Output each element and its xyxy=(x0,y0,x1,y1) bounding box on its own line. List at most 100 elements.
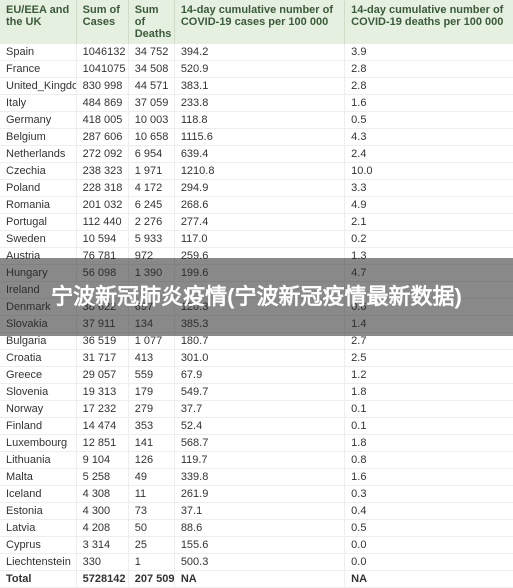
cell-cases14: 268.6 xyxy=(174,197,344,214)
table-row: France104107534 508520.92.8 xyxy=(0,61,513,78)
table-row: Slovenia19 313179549.71.8 xyxy=(0,384,513,401)
cell-deaths: 2 276 xyxy=(128,214,174,231)
cell-deaths: 11 xyxy=(128,486,174,503)
cell-cases14: 568.7 xyxy=(174,435,344,452)
cell-deaths14: 0.5 xyxy=(345,112,513,129)
cell-deaths14: 0.5 xyxy=(345,520,513,537)
cell-deaths14: 2.4 xyxy=(345,146,513,163)
table-row: Iceland4 30811261.90.3 xyxy=(0,486,513,503)
table-row: Italy484 86937 059233.81.6 xyxy=(0,95,513,112)
cell-country: Lithuania xyxy=(0,452,76,469)
table-row: Czechia238 3231 9711210.810.0 xyxy=(0,163,513,180)
cell-cases14: 294.9 xyxy=(174,180,344,197)
cell-deaths14: 0.1 xyxy=(345,418,513,435)
cell-cases14: 261.9 xyxy=(174,486,344,503)
cell-deaths: 1 xyxy=(128,554,174,571)
cell-deaths: 25 xyxy=(128,537,174,554)
table-row: Lithuania9 104126119.70.8 xyxy=(0,452,513,469)
table-row: Liechtenstein3301500.30.0 xyxy=(0,554,513,571)
cell-deaths14: 1.8 xyxy=(345,384,513,401)
table-row: Netherlands272 0926 954639.42.4 xyxy=(0,146,513,163)
cell-cases: 19 313 xyxy=(76,384,128,401)
cell-deaths14: 0.2 xyxy=(345,231,513,248)
cell-cases14: 1115.6 xyxy=(174,129,344,146)
cell-country: Norway xyxy=(0,401,76,418)
col-deaths: Sum of Deaths xyxy=(128,0,174,44)
cell-cases: 418 005 xyxy=(76,112,128,129)
cell-deaths: 37 059 xyxy=(128,95,174,112)
cell-cases: 4 208 xyxy=(76,520,128,537)
cell-cases: 4 308 xyxy=(76,486,128,503)
cell-deaths: 34 752 xyxy=(128,44,174,61)
table-row: Sweden10 5945 933117.00.2 xyxy=(0,231,513,248)
cell-deaths14: 2.5 xyxy=(345,350,513,367)
cell-deaths14: 0.3 xyxy=(345,486,513,503)
cell-deaths: 6 954 xyxy=(128,146,174,163)
table-row: Greece29 05755967.91.2 xyxy=(0,367,513,384)
cell-cases: 238 323 xyxy=(76,163,128,180)
cell-cases: 330 xyxy=(76,554,128,571)
cell-deaths14: 4.9 xyxy=(345,197,513,214)
cell-cases14: 1210.8 xyxy=(174,163,344,180)
table-row: Finland14 47435352.40.1 xyxy=(0,418,513,435)
cell-cases14: 520.9 xyxy=(174,61,344,78)
table-row: Germany418 00510 003118.80.5 xyxy=(0,112,513,129)
cell-country: Luxembourg xyxy=(0,435,76,452)
cell-cases14: 119.7 xyxy=(174,452,344,469)
cell-deaths: 4 172 xyxy=(128,180,174,197)
cell-deaths: 49 xyxy=(128,469,174,486)
cell-cases: 10 594 xyxy=(76,231,128,248)
cell-country: Netherlands xyxy=(0,146,76,163)
cell-cases: 14 474 xyxy=(76,418,128,435)
cell-country: Slovenia xyxy=(0,384,76,401)
cell-deaths14: 0.8 xyxy=(345,452,513,469)
table-row: Poland228 3184 172294.93.3 xyxy=(0,180,513,197)
cell-deaths: 559 xyxy=(128,367,174,384)
cell-cases14: 67.9 xyxy=(174,367,344,384)
cell-country: Malta xyxy=(0,469,76,486)
table-row: Malta5 25849339.81.6 xyxy=(0,469,513,486)
cell-cases14: 500.3 xyxy=(174,554,344,571)
cell-country: Romania xyxy=(0,197,76,214)
table-row: Croatia31 717413301.02.5 xyxy=(0,350,513,367)
cell-country: Latvia xyxy=(0,520,76,537)
cell-cases14: 88.6 xyxy=(174,520,344,537)
cell-cases14: 117.0 xyxy=(174,231,344,248)
cell-country: United_Kingdom xyxy=(0,78,76,95)
cell-total-label: Total xyxy=(0,571,76,588)
cell-country: Poland xyxy=(0,180,76,197)
table-row: Portugal112 4402 276277.42.1 xyxy=(0,214,513,231)
cell-deaths: 413 xyxy=(128,350,174,367)
cell-deaths14: 0.0 xyxy=(345,537,513,554)
cell-deaths14: 1.2 xyxy=(345,367,513,384)
cell-country: Portugal xyxy=(0,214,76,231)
cell-cases: 31 717 xyxy=(76,350,128,367)
cell-deaths14: 1.6 xyxy=(345,95,513,112)
cell-cases14: 52.4 xyxy=(174,418,344,435)
cell-country: Liechtenstein xyxy=(0,554,76,571)
cell-country: Estonia xyxy=(0,503,76,520)
cell-country: Spain xyxy=(0,44,76,61)
table-row: Romania201 0326 245268.64.9 xyxy=(0,197,513,214)
cell-deaths: 141 xyxy=(128,435,174,452)
cell-deaths: 279 xyxy=(128,401,174,418)
cell-deaths14: 10.0 xyxy=(345,163,513,180)
cell-deaths14: 0.4 xyxy=(345,503,513,520)
cell-total-cases14: NA xyxy=(174,571,344,588)
cell-deaths: 50 xyxy=(128,520,174,537)
cell-cases: 201 032 xyxy=(76,197,128,214)
cell-cases: 272 092 xyxy=(76,146,128,163)
cell-cases: 17 232 xyxy=(76,401,128,418)
cell-country: Greece xyxy=(0,367,76,384)
table-row: United_Kingdom830 99844 571383.12.8 xyxy=(0,78,513,95)
cell-deaths: 10 003 xyxy=(128,112,174,129)
cell-cases: 830 998 xyxy=(76,78,128,95)
cell-cases14: 383.1 xyxy=(174,78,344,95)
cell-cases: 484 869 xyxy=(76,95,128,112)
cell-cases: 9 104 xyxy=(76,452,128,469)
cell-deaths: 73 xyxy=(128,503,174,520)
cell-deaths14: 0.0 xyxy=(345,554,513,571)
cell-cases: 287 606 xyxy=(76,129,128,146)
cell-cases14: 233.8 xyxy=(174,95,344,112)
col-country: EU/EEA and the UK xyxy=(0,0,76,44)
